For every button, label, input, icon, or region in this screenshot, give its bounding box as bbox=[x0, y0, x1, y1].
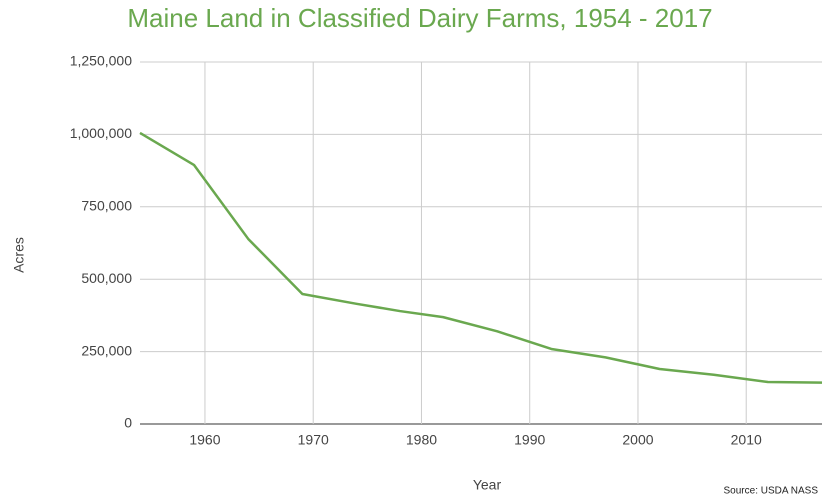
x-tick-label: 2000 bbox=[622, 432, 653, 448]
y-tick-label: 1,000,000 bbox=[70, 125, 132, 141]
source-note: Source: USDA NASS bbox=[724, 486, 819, 497]
y-tick-label: 250,000 bbox=[81, 342, 132, 358]
y-tick-label: 0 bbox=[124, 415, 132, 431]
y-axis-label: Acres bbox=[11, 237, 27, 273]
x-axis-label: Year bbox=[473, 477, 502, 493]
x-tick-label: 1990 bbox=[514, 432, 545, 448]
y-tick-label: 1,250,000 bbox=[70, 53, 132, 69]
y-tick-label: 500,000 bbox=[81, 270, 132, 286]
x-tick-label: 1980 bbox=[406, 432, 437, 448]
x-tick-label: 2010 bbox=[731, 432, 762, 448]
y-tick-label: 750,000 bbox=[81, 198, 132, 214]
data-line bbox=[139, 131, 823, 384]
x-tick-label: 1960 bbox=[189, 432, 220, 448]
x-tick-label: 1970 bbox=[298, 432, 329, 448]
chart-title: Maine Land in Classified Dairy Farms, 19… bbox=[127, 3, 712, 33]
